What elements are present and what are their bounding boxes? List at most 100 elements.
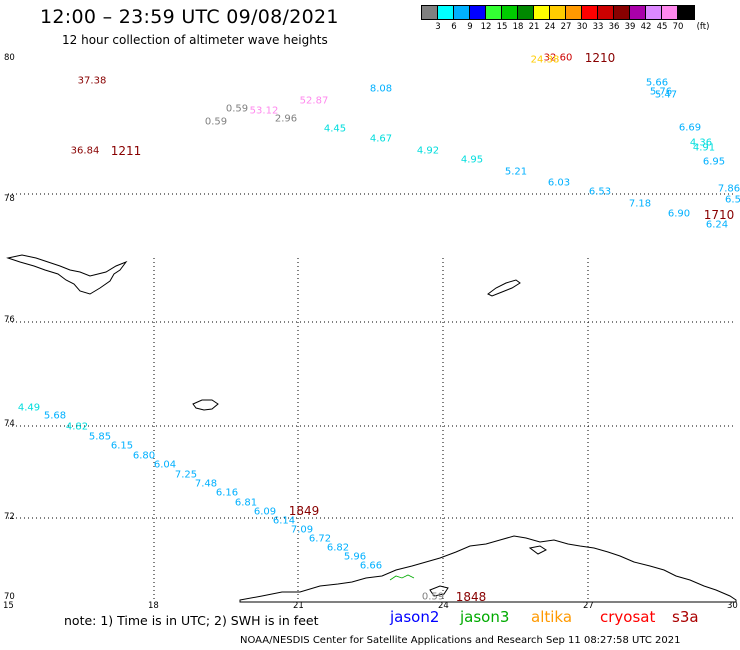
legend-swatch: [486, 6, 502, 19]
satellite-track-markers: [389, 574, 415, 581]
wave-height-reading: 0.59: [421, 591, 445, 603]
coastline-kvitoya: [487, 279, 521, 297]
legend-tick-labels: 3 6 9 12 15 18 21 24 27 30 33 36 39 42 45 70 (ft): [421, 20, 709, 32]
legend-tick: 42: [640, 22, 652, 32]
lat-label-70: 70: [4, 592, 15, 602]
legend-swatch: [646, 6, 662, 19]
wave-height-reading: 6.69: [678, 122, 702, 134]
legend-swatch: [678, 6, 694, 19]
wave-height-reading: 8.08: [369, 83, 393, 95]
coastline-fjord-island: [528, 545, 547, 555]
lon-label-27: 27: [583, 601, 594, 611]
legend-tick: 12: [480, 22, 492, 32]
footer-credit: NOAA/NESDIS Center for Satellite Applica…: [240, 635, 681, 646]
legend-sat-s3a: s3a: [672, 608, 699, 626]
legend-tick: 24: [544, 22, 556, 32]
wave-height-reading: 4.36: [689, 137, 713, 149]
wave-height-reading: 6.16: [215, 487, 239, 499]
wave-height-reading: 7.18: [628, 198, 652, 210]
wave-height-reading: 6.53: [588, 186, 612, 198]
lat-label-78: 78: [4, 194, 15, 204]
legend-tick: 45: [656, 22, 668, 32]
legend-tick: 33: [592, 22, 604, 32]
legend-swatch: [550, 6, 566, 19]
wave-height-reading: 5.68: [43, 410, 67, 422]
lon-label-15: 15: [3, 601, 14, 611]
lat-label-76: 76: [4, 315, 15, 325]
wave-height-reading: 7.09: [290, 524, 314, 536]
wave-height-reading: 24.38: [530, 54, 560, 66]
wave-height-reading: 4.82: [65, 421, 89, 433]
wave-height-reading: 0.59: [204, 116, 228, 128]
legend-sat-cryosat: cryosat: [600, 608, 656, 626]
legend-swatch: [614, 6, 630, 19]
wave-height-reading: 5.47: [654, 89, 678, 101]
legend-tick: 3: [435, 22, 441, 32]
wave-height-reading: 36.84: [70, 145, 100, 157]
wave-height-reading: 5.96: [343, 551, 367, 563]
wave-height-legend: 3 6 9 12 15 18 21 24 27 30 33 36 39 42 45 70 (ft): [421, 5, 709, 32]
footer-note: note: 1) Time is in UTC; 2) SWH is in fe…: [64, 613, 319, 628]
pass-time-label: 1210: [584, 51, 616, 65]
wave-height-reading: 53.12: [249, 105, 279, 117]
lat-label-80: 80: [4, 53, 15, 63]
legend-swatch: [534, 6, 550, 19]
wave-height-reading: 4.95: [460, 154, 484, 166]
wave-height-reading: 6.03: [547, 177, 571, 189]
legend-tick: 39: [624, 22, 636, 32]
legend-swatch: [566, 6, 582, 19]
legend-tick: 21: [528, 22, 540, 32]
legend-tick: 18: [512, 22, 524, 32]
wave-height-reading: 6.90: [667, 208, 691, 220]
wave-height-reading: 4.45: [323, 123, 347, 135]
legend-sat-altika: altika: [531, 608, 573, 626]
legend-swatch: [582, 6, 598, 19]
legend-sat-jason3: jason3: [460, 608, 510, 626]
lat-label-72: 72: [4, 512, 15, 522]
lon-label-21: 21: [293, 601, 304, 611]
coastline-fjord-island: [429, 585, 449, 597]
legend-swatch: [422, 6, 438, 19]
legend-tick: 30: [576, 22, 588, 32]
wave-height-reading: 6.80: [132, 450, 156, 462]
legend-tick: 36: [608, 22, 620, 32]
legend-swatch: [662, 6, 678, 19]
pass-time-label: 1211: [110, 144, 142, 158]
wave-height-reading: 5.76: [649, 86, 673, 98]
wave-height-reading: 4.49: [17, 402, 41, 414]
wave-height-reading: 4.92: [416, 145, 440, 157]
legend-swatch: [438, 6, 454, 19]
coastline-bear-island: [192, 399, 219, 411]
wave-height-reading: 5.21: [504, 166, 528, 178]
legend-swatch: [630, 6, 646, 19]
wave-height-reading: 37.38: [77, 75, 107, 87]
lon-label-30: 30: [727, 601, 738, 611]
legend-tick: 15: [496, 22, 508, 32]
legend-swatch: [598, 6, 614, 19]
wave-height-reading: 4.91: [692, 142, 716, 154]
wave-height-reading: 5.85: [88, 431, 112, 443]
legend-color-bar: [421, 5, 695, 20]
wave-height-reading: 6.04: [153, 459, 177, 471]
wave-height-reading: 4.67: [369, 133, 393, 145]
legend-unit: (ft): [696, 22, 710, 32]
wave-height-reading: 6.72: [308, 533, 332, 545]
wave-height-reading: 6.81: [234, 497, 258, 509]
wave-height-reading: 7.48: [194, 478, 218, 490]
wave-height-reading: 0.59: [225, 103, 249, 115]
wave-height-reading: 6.15: [110, 440, 134, 452]
wave-height-reading: 6.82: [326, 542, 350, 554]
wave-height-reading: 6.5: [725, 194, 740, 206]
coastline-scandinavia: [239, 535, 737, 603]
wave-height-reading: 32.60: [543, 52, 573, 64]
lat-lon-grid: [8, 193, 736, 600]
map-title: 12:00 – 23:59 UTC 09/08/2021: [40, 6, 339, 28]
coastlines: [6, 254, 737, 603]
map-subtitle: 12 hour collection of altimeter wave hei…: [62, 33, 328, 47]
lon-label-18: 18: [148, 601, 159, 611]
wave-height-reading: 52.87: [299, 95, 329, 107]
coastline-greenland-east: [6, 254, 128, 295]
lon-label-24: 24: [438, 601, 449, 611]
pass-time-label: 1848: [455, 590, 487, 604]
